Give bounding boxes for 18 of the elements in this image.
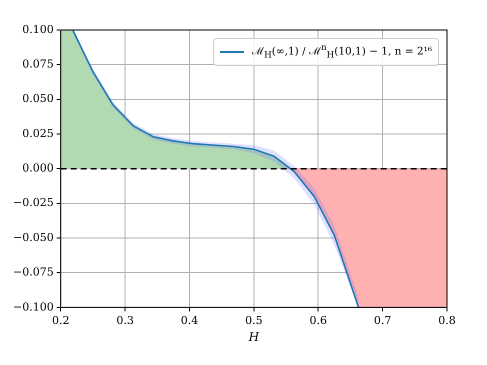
legend-label: ℳ$_{H}$(∞,1) / ℳ$^{n}$$_{H}$(10,1) − 1, n = 2¹⁶ [252,43,432,61]
x-tick-label: 0.6 [309,314,327,327]
x-tick-label: 0.7 [374,314,392,327]
y-tick-label: −0.100 [12,300,54,314]
y-tick-label: 0.025 [22,126,54,140]
y-tick-label: 0.050 [22,92,54,106]
x-tick-label: 0.8 [438,314,456,327]
x-tick-label: 0.2 [52,314,70,327]
x-tick-label: 0.3 [116,314,134,327]
x-tick-label: 0.5 [245,314,263,327]
x-axis-title: H [248,330,260,344]
y-tick-label: 0.100 [22,22,54,36]
y-tick-label: −0.025 [12,196,54,210]
y-tick-label: −0.075 [12,266,54,279]
y-tick-label: −0.050 [12,230,54,244]
x-tick-label: 0.4 [180,314,198,327]
y-tick-label: 0.000 [22,162,54,175]
y-tick-label: 0.075 [22,58,54,71]
